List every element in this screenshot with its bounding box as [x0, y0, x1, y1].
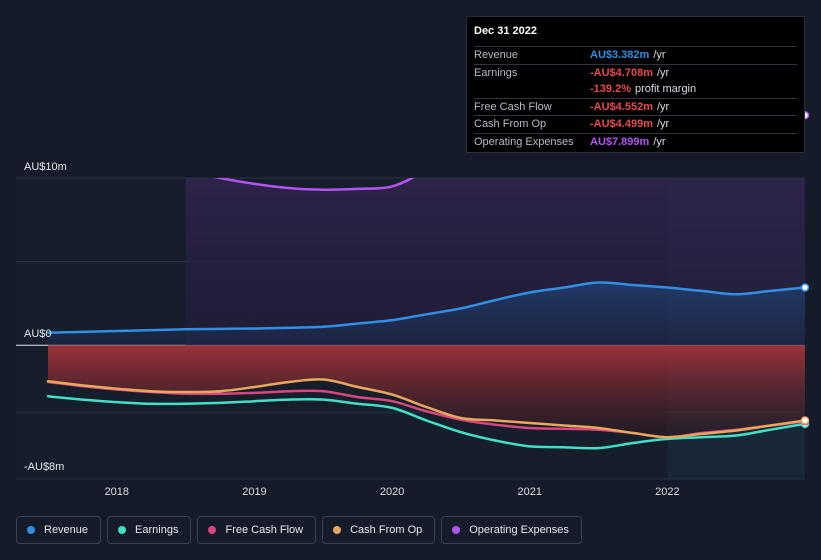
- tooltip-label: Operating Expenses: [474, 135, 574, 148]
- cfo-line: [46, 378, 805, 439]
- y-label-zero: AU$0: [24, 328, 52, 340]
- x-tick-labels: 2018 2019 2020 2021 2022: [105, 486, 680, 498]
- x-tick-label: 2019: [242, 486, 266, 498]
- tooltip-row-fcf: Free Cash Flow -AU$4.552m /yr: [474, 97, 797, 116]
- tooltip-value: AU$7.899m: [590, 135, 650, 148]
- tooltip-unit: /yr: [656, 100, 670, 113]
- tooltip-unit: /yr: [656, 66, 670, 79]
- series-areas: [48, 178, 805, 438]
- tooltip-unit: /yr: [656, 118, 670, 131]
- y-label-top: AU$10m: [24, 161, 67, 173]
- negative-area: [48, 345, 805, 438]
- legend-label: Operating Expenses: [469, 524, 569, 536]
- legend-label: Free Cash Flow: [225, 524, 304, 536]
- earnings-line: [46, 394, 805, 450]
- opex-dot-icon: [452, 526, 461, 534]
- earnings-dot-icon: [118, 526, 127, 534]
- x-tick-label: 2022: [655, 486, 679, 498]
- tooltip-label: Revenue: [474, 49, 519, 62]
- opex-line: [213, 178, 415, 191]
- tooltip-value: -139.2%: [590, 83, 631, 96]
- tooltip-panel: Dec 31 2022 Revenue AU$3.382m /yr Earnin…: [466, 16, 805, 153]
- series-lines: [46, 178, 805, 450]
- tooltip-value: -AU$4.499m: [590, 118, 653, 131]
- revenue-end-marker: [800, 283, 810, 292]
- legend-item-fcf[interactable]: Free Cash Flow: [197, 516, 317, 544]
- tooltip-date: Dec 31 2022: [474, 25, 537, 37]
- x-tick-label: 2020: [380, 486, 404, 498]
- revenue-dot-icon: [27, 526, 35, 534]
- tooltip-row-opex: Operating Expenses AU$7.899m /yr: [474, 132, 797, 151]
- legend-label: Earnings: [135, 524, 179, 536]
- legend-label: Revenue: [44, 524, 89, 536]
- tooltip-label: Free Cash Flow: [474, 100, 552, 113]
- tooltip-value: -AU$4.552m: [590, 100, 653, 113]
- revenue-line: [46, 281, 805, 334]
- tooltip-row-revenue: Revenue AU$3.382m /yr: [474, 46, 797, 64]
- legend-item-cfo[interactable]: Cash From Op: [322, 516, 436, 544]
- tooltip-row-cfo: Cash From Op -AU$4.499m /yr: [474, 115, 797, 133]
- legend-item-revenue[interactable]: Revenue: [16, 516, 102, 544]
- x-tick-label: 2018: [105, 486, 129, 498]
- tooltip-unit: /yr: [653, 135, 666, 148]
- tooltip-label: Earnings: [474, 66, 518, 79]
- x-tick-label: 2021: [517, 486, 541, 498]
- fcf-dot-icon: [208, 526, 217, 534]
- tooltip-row-earnings: Earnings -AU$4.708m /yr: [474, 63, 797, 82]
- tooltip-value: AU$3.382m: [590, 49, 650, 62]
- end-markers: [800, 111, 810, 429]
- legend: Revenue Earnings Free Cash Flow Cash Fro…: [16, 516, 582, 544]
- cfo-end-marker: [800, 416, 810, 425]
- tooltip-label: Cash From Op: [474, 118, 547, 131]
- y-label-bottom: -AU$8m: [24, 461, 64, 473]
- cfo-dot-icon: [333, 526, 342, 534]
- tooltip-unit: /yr: [653, 49, 666, 62]
- tooltip-value: -AU$4.708m: [590, 66, 653, 79]
- legend-label: Cash From Op: [350, 524, 423, 536]
- tooltip-unit: profit margin: [634, 83, 697, 96]
- legend-item-earnings[interactable]: Earnings: [107, 516, 192, 544]
- legend-item-opex[interactable]: Operating Expenses: [441, 516, 582, 544]
- tooltip-row-profit-margin: -139.2% profit margin: [474, 81, 797, 98]
